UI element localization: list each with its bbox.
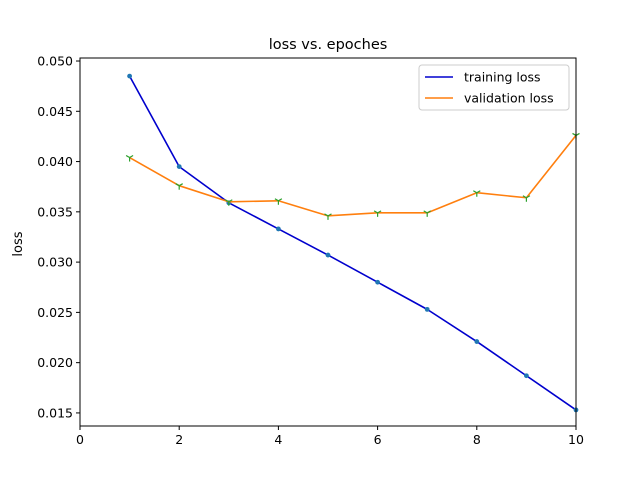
- tri-marker-right-arm: [377, 210, 382, 214]
- y-tick-label: 0.030: [37, 255, 73, 270]
- series-2-point: [423, 210, 431, 217]
- tri-marker-left-arm: [423, 210, 428, 214]
- y-tick-label: 0.035: [37, 204, 73, 219]
- series-line-1: [128, 75, 577, 411]
- y-tick-label: 0.045: [37, 104, 73, 119]
- legend-label-2: validation loss: [464, 91, 554, 106]
- legend-label-1: training loss: [464, 70, 541, 85]
- x-tick-label: 2: [175, 432, 183, 447]
- x-tick-label: 10: [568, 432, 584, 447]
- x-axis: 0 2 4 6 8 10: [76, 426, 584, 447]
- tri-marker-left-arm: [175, 183, 180, 187]
- series-2-point: [324, 213, 332, 220]
- series-line-2: [129, 134, 577, 217]
- series-2-point: [473, 190, 481, 197]
- series-layer: [125, 73, 580, 413]
- chart-title: loss vs. epoches: [269, 37, 388, 53]
- tri-marker-right-arm: [178, 183, 183, 187]
- tri-marker-right-arm: [129, 155, 134, 159]
- x-tick-label: 8: [473, 432, 481, 447]
- y-tick-label: 0.040: [37, 154, 73, 169]
- tri-marker-left-arm: [125, 155, 130, 159]
- series-2-point: [522, 195, 531, 202]
- tri-marker-left-arm: [572, 132, 577, 136]
- x-tick-label: 4: [274, 432, 282, 447]
- tri-marker-right-arm: [278, 198, 283, 202]
- y-axis: 0.015 0.020 0.025 0.030 0.035 0.040 0.045 0.050: [37, 54, 80, 420]
- series-1-point: [424, 306, 430, 312]
- tri-marker-right-arm: [228, 199, 233, 203]
- tri-marker-left-arm: [274, 198, 279, 202]
- tri-marker-right-arm: [526, 195, 531, 199]
- y-tick-label: 0.020: [37, 355, 73, 370]
- y-tick-label: 0.050: [37, 54, 73, 69]
- series-1-point: [176, 164, 182, 169]
- series-1-point: [375, 279, 380, 285]
- tri-marker-left-arm: [373, 210, 378, 214]
- tri-marker-left-arm: [522, 195, 527, 199]
- series-1-point: [524, 373, 529, 379]
- y-tick-label: 0.015: [37, 405, 73, 420]
- series-2-point: [125, 155, 134, 162]
- tri-marker-left-arm: [324, 213, 329, 217]
- series-1-point: [276, 226, 281, 232]
- x-tick-label: 6: [374, 432, 382, 447]
- tri-marker-left-arm: [225, 199, 230, 203]
- series-1-point: [325, 252, 331, 258]
- tri-marker-right-arm: [426, 210, 431, 214]
- y-axis-label: loss: [11, 231, 26, 256]
- series-1-point: [474, 339, 480, 344]
- tri-marker-right-arm: [327, 213, 332, 217]
- x-tick-label: 0: [76, 432, 84, 447]
- tri-marker-left-arm: [473, 190, 478, 194]
- series-1-point: [127, 73, 132, 79]
- legend: training loss validation loss: [418, 64, 570, 111]
- y-tick-label: 0.025: [37, 305, 73, 320]
- legend-box: [418, 64, 570, 111]
- plot-frame: [79, 57, 577, 427]
- series-2-point: [225, 199, 233, 206]
- series-2-point: [175, 183, 183, 190]
- series-2-point: [274, 198, 283, 205]
- tri-marker-right-arm: [476, 190, 481, 194]
- tri-marker-right-arm: [575, 132, 580, 136]
- series-2-point: [373, 210, 382, 217]
